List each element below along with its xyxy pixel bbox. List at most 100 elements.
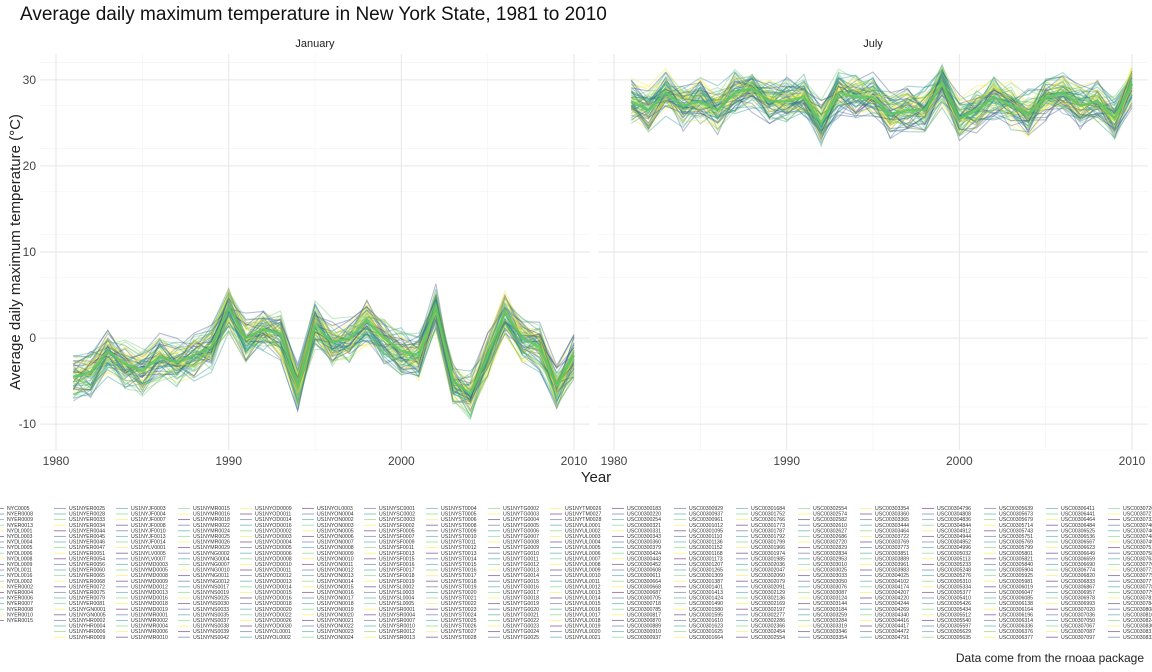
legend-entry: US1NYOD0018 xyxy=(255,601,292,607)
legend: NYC0005NYER0008NYER0009NYER0013NYDL0001N… xyxy=(0,506,1152,641)
station-line xyxy=(631,80,1133,123)
legend-entry: US1NYSR0010 xyxy=(379,624,415,630)
legend-entry: US1NYMD0009 xyxy=(131,579,168,585)
station-line xyxy=(630,74,1133,131)
station-line xyxy=(630,78,1133,134)
legend-entry: US1NYTG0005 xyxy=(503,523,539,529)
station-line xyxy=(73,294,575,392)
station-line xyxy=(630,81,1133,138)
legend-entry: USC00303983 xyxy=(875,568,909,574)
legend-entry: USC00301766 xyxy=(751,517,785,523)
legend-entry: USC00300608 xyxy=(627,568,661,574)
legend-entry: US1NYSL0005 xyxy=(379,601,414,607)
legend-entry: USC00300379 xyxy=(627,545,661,551)
legend-entry: USC00300220 xyxy=(627,512,661,518)
legend-entry: US1NYJF0008 xyxy=(131,523,166,529)
legend-entry: US1NYST0018 xyxy=(441,579,477,585)
legend-entry: USC00300961 xyxy=(689,517,723,523)
legend-entry: US1NYMR0029 xyxy=(193,545,230,551)
legend-entry: US1NYST0025 xyxy=(441,618,477,624)
station-line xyxy=(631,68,1133,120)
legend-entry: USC00302169 xyxy=(751,601,785,607)
legend-entry: USC00301012 xyxy=(689,523,723,529)
legend-entry: USC00307633 xyxy=(1123,556,1152,562)
legend-entry: USC00306978 xyxy=(1061,596,1095,602)
legend-entry: USC00306690 xyxy=(1061,562,1095,568)
station-line xyxy=(630,72,1133,133)
legend-entry: US1NYNG0007 xyxy=(193,562,230,568)
legend-entry: US1NYLV0001 xyxy=(131,545,166,551)
legend-entry: USC00302686 xyxy=(813,534,847,540)
legend-entry: US1NYUL0010 xyxy=(565,573,601,579)
legend-entry: USC00302554 xyxy=(813,506,847,512)
legend-entry: USC00300321 xyxy=(627,523,661,529)
legend-entry: US1NYST0026 xyxy=(441,624,477,630)
legend-entry: US1NYMD0019 xyxy=(131,607,168,613)
legend-entry: USC00300424 xyxy=(627,551,661,557)
x-tick-label: 2000 xyxy=(388,454,415,468)
legend-entry: USC00302554 xyxy=(751,635,785,641)
legend-entry: US1NYTG0024 xyxy=(503,629,539,635)
station-line xyxy=(631,74,1133,129)
legend-entry: US1NYSF0013 xyxy=(379,551,415,557)
legend-entry: USC00300937 xyxy=(689,512,723,518)
legend-entry: USC00306623 xyxy=(1061,545,1095,551)
station-line xyxy=(73,301,575,392)
station-line xyxy=(631,63,1133,122)
legend-entry: US1NYTG0015 xyxy=(503,579,539,585)
legend-entry: US1NYER0033 xyxy=(69,517,105,523)
legend-entry: US1NYMD0012 xyxy=(131,584,168,590)
legend-entry: US1NYOD0014 xyxy=(255,517,292,523)
legend-entry: USC00307497 xyxy=(1123,540,1152,546)
legend-entry: US1NYUL0014 xyxy=(565,596,601,602)
legend-entry: USC00306138 xyxy=(999,601,1033,607)
legend-entry: USC00308088 xyxy=(1123,607,1152,613)
y-tick-label: -10 xyxy=(19,417,37,431)
legend-entry: USC00307842 xyxy=(1123,601,1152,607)
station-line xyxy=(630,67,1133,121)
legend-entry: USC00302610 xyxy=(813,523,847,529)
legend-entry: USC00304025 xyxy=(875,573,909,579)
legend-entry: USC00302136 xyxy=(751,596,785,602)
legend-entry: US1NYUL0015 xyxy=(565,601,601,607)
legend-entry: USC00304844 xyxy=(937,523,971,529)
legend-entry: US1NYUL0008 xyxy=(565,562,601,568)
legend-entry: USC00307067 xyxy=(1061,624,1095,630)
legend-entry: US1NYLV0007 xyxy=(131,556,166,562)
legend-entry: USC00305032 xyxy=(937,551,971,557)
legend-entry: US1NYOD0002 xyxy=(255,528,292,534)
legend-entry: US1NYMR0018 xyxy=(193,517,230,523)
legend-entry: US1NYJF0004 xyxy=(131,512,166,518)
legend-entry: US1NYER0025 xyxy=(69,506,105,512)
legend-entry: USC00303259 xyxy=(813,612,847,618)
legend-entry: USC00301265 xyxy=(689,568,723,574)
legend-entry: US1NYTM0028 xyxy=(565,517,601,523)
legend-entry: USC00302091 xyxy=(751,584,785,590)
legend-entry: USC00301966 xyxy=(751,545,785,551)
legend-entry: US1NYOD0011 xyxy=(255,568,291,574)
station-line xyxy=(630,80,1133,148)
legend-entry: US1NYSL0002 xyxy=(379,584,414,590)
legend-entry: US1NYSF0011 xyxy=(379,545,414,551)
legend-entry: US1NYER0075 xyxy=(69,590,105,596)
station-line xyxy=(73,319,575,407)
legend-entry: US1NYTG0008 xyxy=(503,540,539,546)
legend-entry: USC00302036 xyxy=(751,562,785,568)
legend-entry: US1NYST0024 xyxy=(441,612,477,618)
legend-entry: NYER0007 xyxy=(7,601,33,607)
legend-entry: US1NYUL0020 xyxy=(565,629,601,635)
legend-entry: USC00306957 xyxy=(1061,590,1095,596)
legend-entry: US1NYTG0012 xyxy=(503,562,539,568)
legend-entry: US1NYTG0013 xyxy=(503,568,539,574)
legend-entry: US1NYST0020 xyxy=(441,590,477,596)
station-line xyxy=(631,69,1133,121)
station-line xyxy=(630,87,1133,130)
legend-entry: USC00306833 xyxy=(1061,579,1095,585)
y-tick-label: 30 xyxy=(23,73,37,87)
legend-entry: USC00301787 xyxy=(751,528,785,534)
y-tick-label: 10 xyxy=(23,245,37,259)
legend-entry: US1NYMR0015 xyxy=(193,506,230,512)
legend-entry: US1NYSF0002 xyxy=(379,523,415,529)
legend-entry: USC00305801 xyxy=(999,551,1033,557)
legend-entry: NYDL0009 xyxy=(7,562,32,568)
